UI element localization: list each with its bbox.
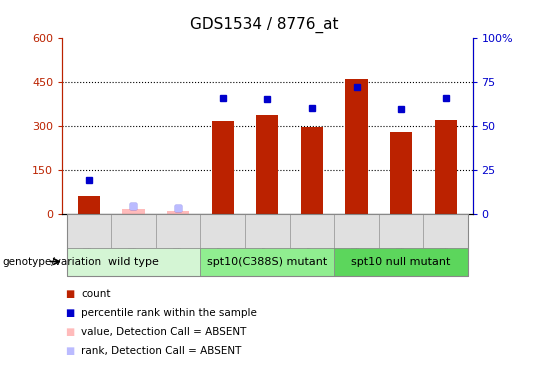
Text: ■: ■: [65, 290, 75, 299]
Text: ■: ■: [65, 327, 75, 337]
Text: ■: ■: [65, 308, 75, 318]
Bar: [390, 132, 412, 214]
Text: rank, Detection Call = ABSENT: rank, Detection Call = ABSENT: [81, 346, 241, 355]
Bar: [167, 211, 189, 214]
Bar: [123, 209, 145, 214]
Text: GDS1534 / 8776_at: GDS1534 / 8776_at: [191, 17, 339, 33]
Text: percentile rank within the sample: percentile rank within the sample: [81, 308, 257, 318]
Bar: [435, 120, 457, 214]
Bar: [346, 79, 368, 214]
Text: spt10 null mutant: spt10 null mutant: [352, 256, 451, 267]
Bar: [167, 211, 189, 214]
Bar: [123, 209, 145, 214]
Bar: [212, 121, 234, 214]
Bar: [78, 196, 100, 214]
Text: count: count: [81, 290, 111, 299]
Text: value, Detection Call = ABSENT: value, Detection Call = ABSENT: [81, 327, 246, 337]
Text: spt10(C388S) mutant: spt10(C388S) mutant: [207, 256, 327, 267]
Text: ■: ■: [65, 346, 75, 355]
Bar: [256, 116, 279, 214]
Text: genotype/variation: genotype/variation: [3, 256, 102, 267]
Text: wild type: wild type: [108, 256, 159, 267]
Bar: [301, 127, 323, 214]
